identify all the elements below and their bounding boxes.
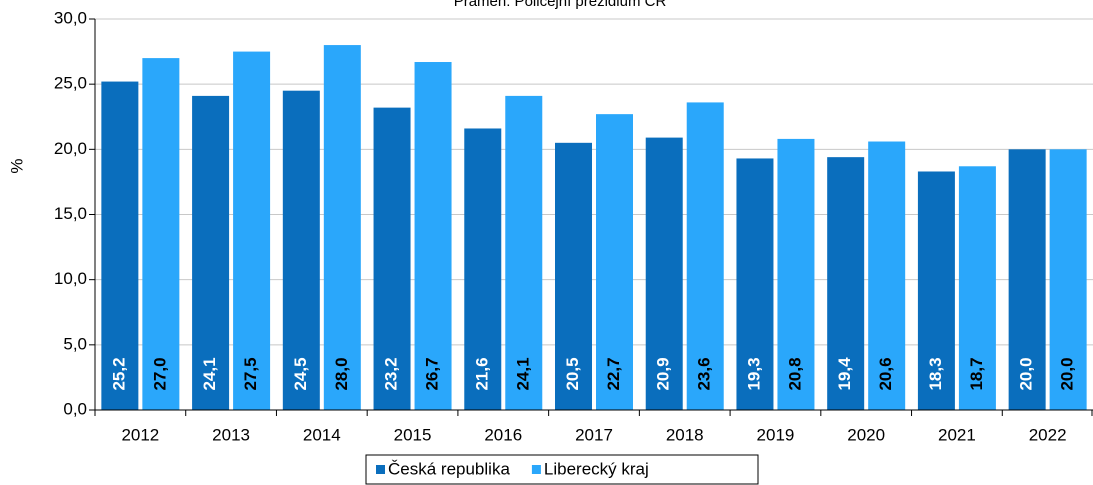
bar	[827, 157, 865, 410]
bar	[414, 62, 452, 410]
bar	[233, 51, 271, 410]
data-label: 21,6	[472, 357, 491, 390]
legend-box	[365, 454, 759, 485]
data-label: 23,6	[695, 357, 714, 390]
data-label: 20,5	[563, 357, 582, 390]
legend-swatch	[376, 465, 385, 474]
data-label: 23,2	[382, 357, 401, 390]
bar	[555, 142, 592, 411]
bar	[736, 158, 774, 410]
y-axis-label: %	[7, 158, 26, 173]
bar	[192, 95, 230, 410]
data-label: 20,9	[654, 357, 673, 390]
data-label: 22,7	[604, 357, 623, 390]
bar	[505, 95, 543, 410]
bar	[958, 166, 996, 410]
bar	[464, 128, 502, 411]
data-label: 19,3	[744, 357, 763, 390]
x-tick-label: 2020	[847, 425, 885, 444]
bar	[645, 137, 683, 410]
x-tick-label: 2016	[484, 425, 522, 444]
data-label: 26,7	[423, 357, 442, 390]
bar	[777, 138, 815, 410]
bar	[917, 171, 955, 410]
x-tick-label: 2013	[212, 425, 250, 444]
bar	[596, 114, 633, 410]
bar	[282, 90, 320, 410]
y-tick-label: 20,0	[54, 139, 87, 158]
y-tick-label: 10,0	[54, 269, 87, 288]
bar	[1008, 149, 1046, 411]
data-label: 18,7	[967, 357, 986, 390]
bar	[323, 45, 361, 411]
x-tick-label: 2022	[1029, 425, 1067, 444]
chart-subtitle: Pramen: Policejní prezidium ČR	[454, 0, 667, 10]
y-tick-label: 15,0	[54, 204, 87, 223]
bar	[101, 81, 139, 410]
data-label: 24,1	[513, 357, 532, 390]
x-tick-label: 2021	[938, 425, 976, 444]
data-label: 27,5	[241, 357, 260, 390]
data-label: 20,0	[1058, 357, 1077, 390]
y-tick-label: 25,0	[54, 74, 87, 93]
legend-label: Liberecký kraj	[544, 459, 649, 478]
bar	[373, 107, 411, 411]
legend-swatch	[531, 465, 541, 474]
x-tick-label: 2017	[575, 425, 613, 444]
legend-label: Česká republika	[388, 459, 510, 478]
y-tick-label: 0,0	[63, 399, 87, 418]
x-tick-label: 2018	[666, 425, 704, 444]
data-label: 18,3	[926, 357, 945, 390]
data-label: 20,8	[785, 357, 804, 390]
data-label: 28,0	[332, 357, 351, 390]
x-tick-label: 2019	[757, 425, 795, 444]
legend: Česká republika Liberecký kraj	[365, 454, 759, 485]
bar	[1049, 149, 1087, 411]
bar	[868, 141, 906, 410]
x-tick-label: 2014	[303, 425, 341, 444]
bar	[686, 102, 724, 410]
data-label: 24,1	[200, 357, 219, 390]
bar	[142, 58, 180, 410]
data-label: 20,0	[1017, 357, 1036, 390]
x-tick-label: 2012	[121, 425, 159, 444]
data-label: 19,4	[835, 357, 854, 391]
y-tick-label: 5,0	[63, 334, 87, 353]
data-label: 20,6	[876, 357, 895, 390]
y-tick-label: 30,0	[54, 8, 87, 27]
x-tick-label: 2015	[394, 425, 432, 444]
data-label: 25,2	[109, 357, 128, 390]
data-label: 27,0	[150, 357, 169, 390]
data-label: 24,5	[291, 357, 310, 390]
